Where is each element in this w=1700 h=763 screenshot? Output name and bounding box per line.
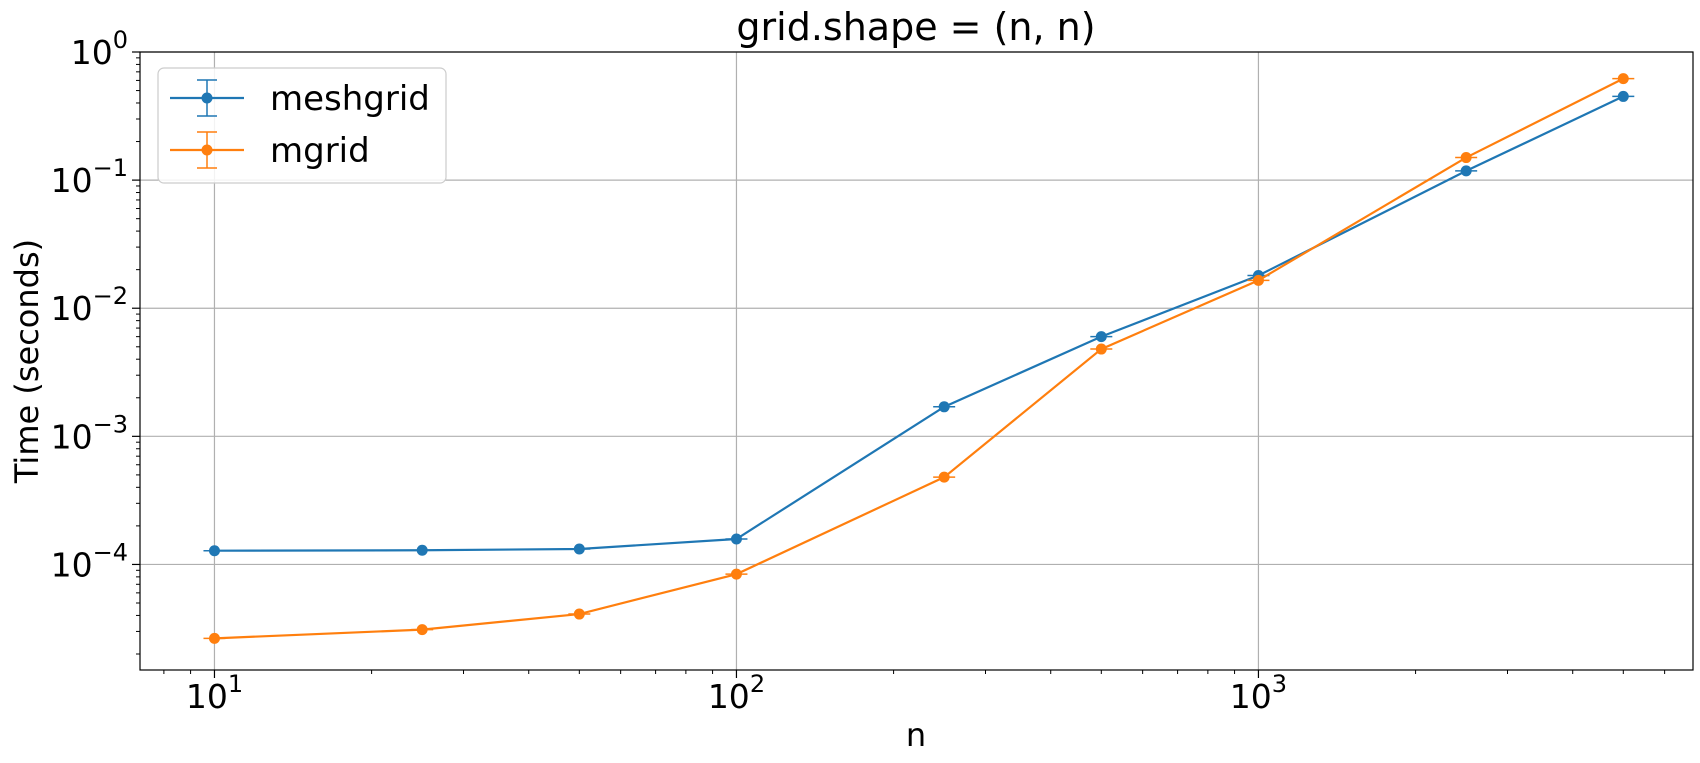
x-tick-label: 101 (186, 670, 243, 716)
y-tick-base: 10 (51, 417, 93, 456)
chart-title: grid.shape = (n, n) (736, 5, 1095, 49)
legend-entry-meshgrid: meshgrid (170, 79, 430, 119)
y-tick-exponent: 0 (113, 26, 128, 54)
y-tick-exponent: −4 (93, 538, 128, 566)
x-tick-base: 10 (186, 677, 228, 716)
y-tick-exponent: −1 (93, 154, 128, 182)
x-axis-label: n (906, 716, 926, 754)
x-tick-base: 10 (708, 677, 750, 716)
x-tick-exponent: 1 (228, 670, 243, 698)
data-point-mgrid (573, 608, 585, 620)
data-point-meshgrid (1617, 90, 1629, 102)
series-layer (203, 73, 1635, 644)
data-point-mgrid (1460, 152, 1472, 164)
legend-marker (201, 92, 213, 104)
data-point-meshgrid (1460, 165, 1472, 177)
y-tick-base: 10 (51, 161, 93, 200)
data-point-mgrid (1617, 73, 1629, 85)
y-tick-label: 10−2 (51, 282, 128, 328)
legend-label-meshgrid: meshgrid (270, 79, 430, 119)
y-tick-base: 10 (51, 289, 93, 328)
x-tick-exponent: 2 (750, 670, 765, 698)
x-tick-label: 102 (708, 670, 765, 716)
y-tick-exponent: −2 (93, 282, 128, 310)
y-axis-label: Time (seconds) (8, 239, 46, 484)
data-point-mgrid (1095, 343, 1107, 355)
series-meshgrid (203, 90, 1635, 557)
plot-area-frame (139, 51, 1694, 671)
data-point-meshgrid (938, 401, 950, 413)
y-tick-base: 10 (51, 545, 93, 584)
data-point-meshgrid (573, 543, 585, 555)
y-tick-exponent: −3 (93, 410, 128, 438)
data-point-meshgrid (730, 533, 742, 545)
y-tick-base: 10 (71, 33, 113, 72)
data-point-mgrid (938, 471, 950, 483)
y-tick-label: 10−4 (51, 538, 128, 584)
legend-marker (201, 144, 213, 156)
x-tick-base: 10 (1230, 677, 1272, 716)
legend-frame (157, 67, 447, 184)
data-point-mgrid (208, 632, 220, 644)
minor-ticks (136, 57, 1666, 674)
x-tick-label: 103 (1230, 670, 1287, 716)
legend-entry-mgrid: mgrid (170, 131, 370, 171)
y-tick-label: 10−3 (51, 410, 128, 456)
data-point-meshgrid (1095, 331, 1107, 343)
data-point-mgrid (416, 624, 428, 636)
data-point-meshgrid (208, 545, 220, 557)
data-point-mgrid (1252, 274, 1264, 286)
legend: meshgrid mgrid (157, 67, 447, 184)
series-mgrid (203, 73, 1635, 644)
y-tick-label: 100 (71, 26, 128, 72)
y-tick-label: 10−1 (51, 154, 128, 200)
x-tick-exponent: 3 (1272, 670, 1287, 698)
legend-label-mgrid: mgrid (270, 131, 370, 171)
data-point-mgrid (730, 568, 742, 580)
data-point-meshgrid (416, 544, 428, 556)
x-axis-ticks: 101 102 103 (186, 670, 1287, 716)
